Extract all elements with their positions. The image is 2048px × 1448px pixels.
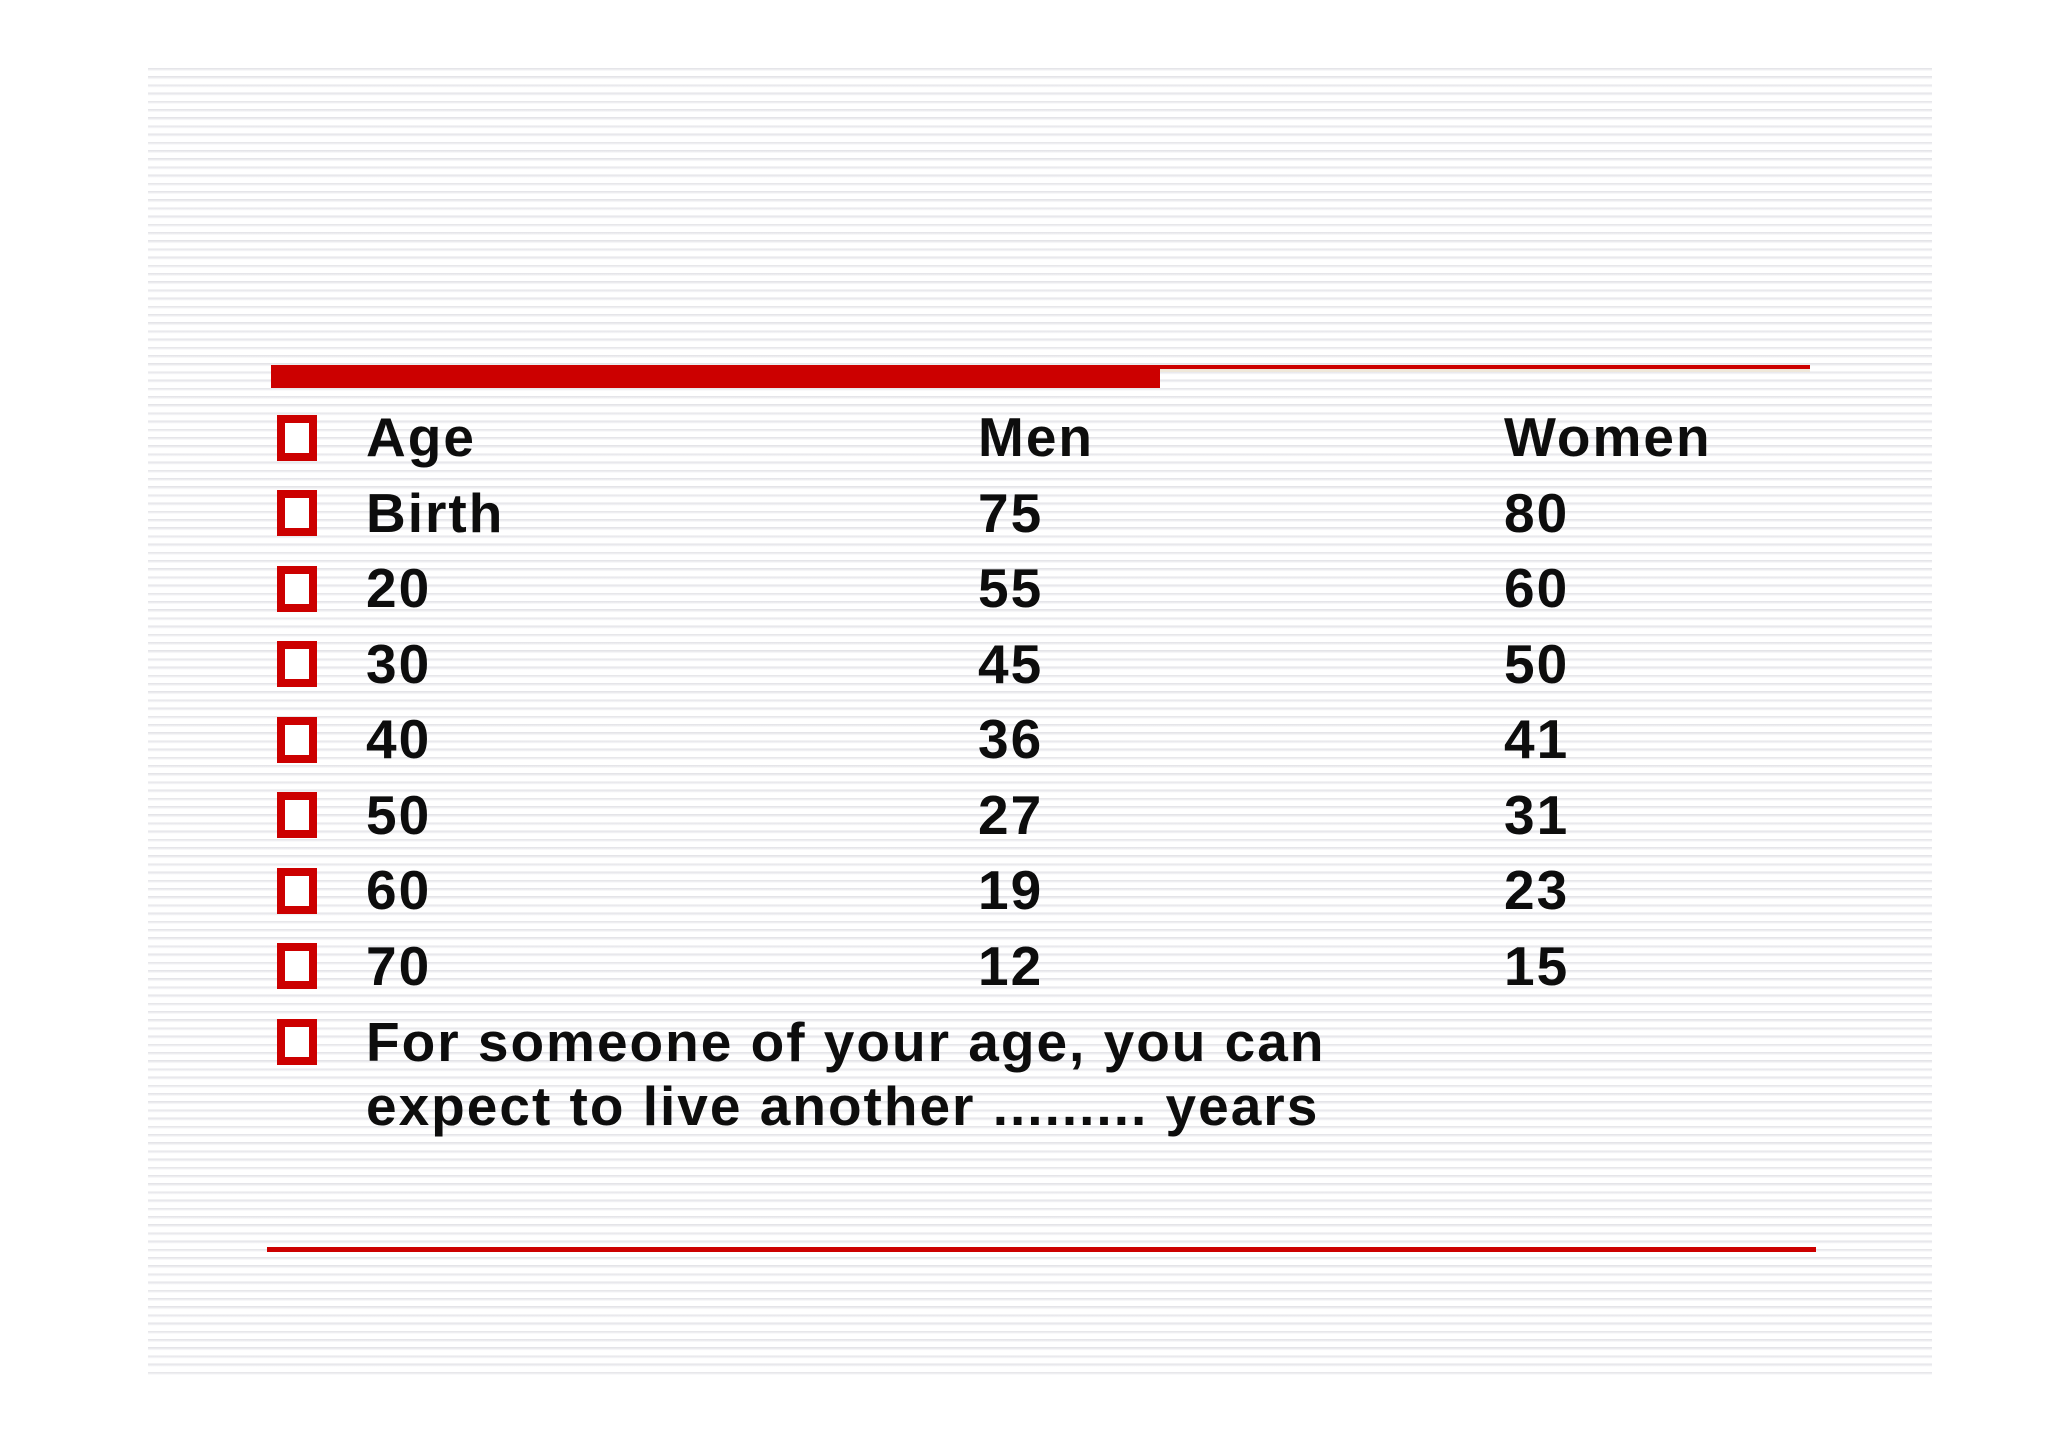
note-line-1: For someone of your age, you can xyxy=(366,1011,1326,1073)
age-cell: 70 xyxy=(366,934,432,997)
table-row: 70 12 15 xyxy=(277,929,1837,1005)
note-line-2: expect to live another ......... years xyxy=(366,1075,1320,1137)
table-row: 50 27 31 xyxy=(277,778,1837,854)
table-row: 20 55 60 xyxy=(277,551,1837,627)
women-cell: 15 xyxy=(1504,934,1570,997)
bullet-square-icon xyxy=(277,565,317,612)
men-cell: 12 xyxy=(978,934,1044,997)
bottom-rule xyxy=(267,1247,1816,1252)
age-cell: Birth xyxy=(366,481,505,544)
women-cell: 50 xyxy=(1504,632,1570,695)
title-bar xyxy=(271,365,1160,388)
bullet-square-icon xyxy=(277,716,317,763)
women-cell: 23 xyxy=(1504,859,1570,922)
women-cell: 31 xyxy=(1504,783,1570,846)
table-row: Birth 75 80 xyxy=(277,476,1837,552)
bullet-square-icon xyxy=(277,943,317,990)
note-text: For someone of your age, you can expect … xyxy=(366,1010,1837,1138)
women-cell: 60 xyxy=(1504,557,1570,620)
title-rule xyxy=(1160,365,1810,372)
bullet-square-icon xyxy=(277,641,317,688)
men-cell: 36 xyxy=(978,708,1044,771)
age-cell: 60 xyxy=(366,859,432,922)
age-header: Age xyxy=(366,406,476,469)
women-cell: 41 xyxy=(1504,708,1570,771)
pinstripe-background xyxy=(148,68,1932,1378)
men-cell: 19 xyxy=(978,859,1044,922)
header-row: Age Men Women xyxy=(277,400,1837,476)
bullet-square-icon xyxy=(277,792,317,839)
note-row: For someone of your age, you can expect … xyxy=(277,1010,1837,1138)
bullet-square-icon xyxy=(277,1019,317,1065)
bullet-square-icon xyxy=(277,414,317,461)
women-header: Women xyxy=(1504,406,1712,469)
table-row: 60 19 23 xyxy=(277,853,1837,929)
women-cell: 80 xyxy=(1504,481,1570,544)
men-cell: 45 xyxy=(978,632,1044,695)
table-row: 30 45 50 xyxy=(277,627,1837,703)
life-expectancy-table: Age Men Women Birth 75 80 20 55 60 30 45… xyxy=(277,400,1837,1138)
age-cell: 40 xyxy=(366,708,432,771)
bullet-square-icon xyxy=(277,490,317,537)
men-cell: 55 xyxy=(978,557,1044,620)
age-cell: 50 xyxy=(366,783,432,846)
men-cell: 27 xyxy=(978,783,1044,846)
table-row: 40 36 41 xyxy=(277,702,1837,778)
men-cell: 75 xyxy=(978,481,1044,544)
age-cell: 20 xyxy=(366,557,432,620)
men-header: Men xyxy=(978,406,1094,469)
bullet-square-icon xyxy=(277,867,317,914)
age-cell: 30 xyxy=(366,632,432,695)
